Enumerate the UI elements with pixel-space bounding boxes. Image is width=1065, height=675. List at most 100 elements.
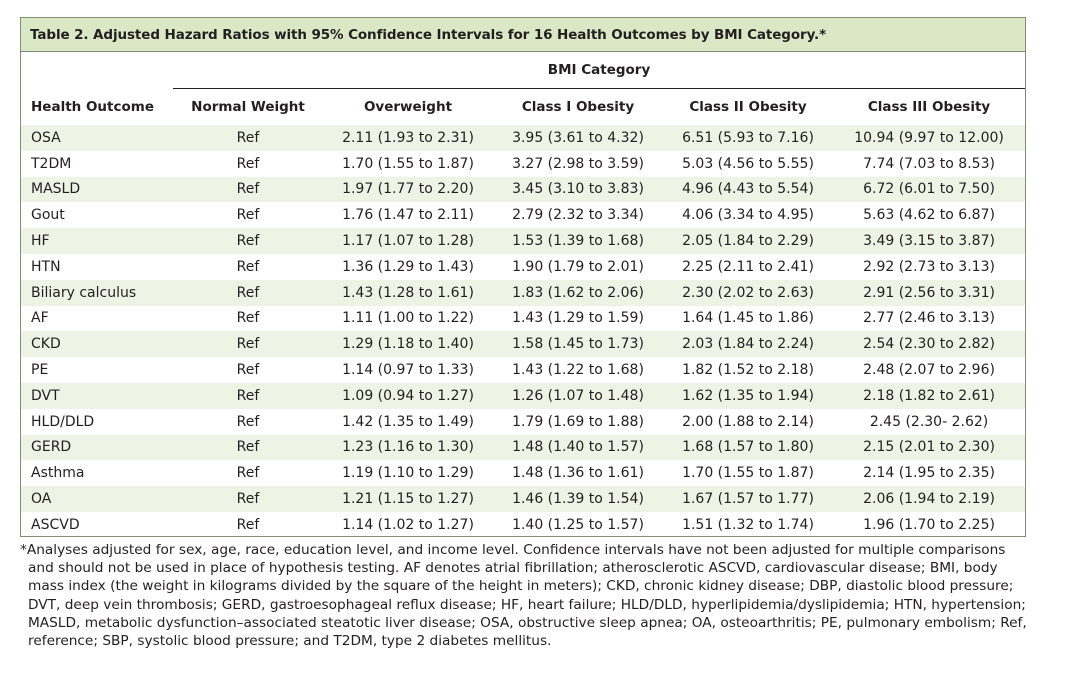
- class-2-obesity-cell: 1.68 (1.57 to 1.80): [682, 439, 814, 456]
- class-1-obesity-cell: 1.83 (1.62 to 2.06): [512, 284, 644, 301]
- overweight-cell: 1.43 (1.28 to 1.61): [342, 284, 474, 301]
- class-1-obesity-cell: 1.40 (1.25 to 1.57): [512, 516, 644, 533]
- outcome-cell: PE: [31, 362, 49, 379]
- overweight-cell: 2.11 (1.93 to 2.31): [342, 129, 474, 146]
- class-3-obesity-cell: 2.18 (1.82 to 2.61): [863, 387, 995, 404]
- column-header-class-3-obesity: Class III Obesity: [867, 99, 991, 115]
- table-footnote: *Analyses adjusted for sex, age, race, e…: [20, 541, 1030, 650]
- class-2-obesity-cell: 2.00 (1.88 to 2.14): [682, 413, 814, 430]
- class-3-obesity-cell: 1.96 (1.70 to 2.25): [863, 516, 995, 533]
- class-1-obesity-cell: 1.26 (1.07 to 1.48): [512, 387, 644, 404]
- table-row: PE Ref 1.14 (0.97 to 1.33) 1.43 (1.22 to 1.…: [21, 357, 1025, 383]
- table-frame: Table 2. Adjusted Hazard Ratios with 95%…: [20, 17, 1026, 537]
- outcome-cell: OSA: [31, 129, 61, 146]
- normal-weight-cell: Ref: [236, 439, 260, 456]
- overweight-cell: 1.76 (1.47 to 2.11): [342, 207, 474, 224]
- class-3-obesity-cell: 10.94 (9.97 to 12.00): [854, 129, 1004, 146]
- normal-weight-cell: Ref: [236, 491, 260, 508]
- class-1-obesity-cell: 1.79 (1.69 to 1.88): [512, 413, 644, 430]
- class-1-obesity-cell: 3.27 (2.98 to 3.59): [512, 155, 644, 172]
- class-1-obesity-cell: 1.48 (1.36 to 1.61): [512, 465, 644, 482]
- overweight-cell: 1.17 (1.07 to 1.28): [342, 233, 474, 250]
- outcome-cell: DVT: [31, 387, 60, 404]
- table-row: ASCVD Ref 1.14 (1.02 to 1.27) 1.40 (1.25 to…: [21, 512, 1025, 538]
- class-2-obesity-cell: 1.51 (1.32 to 1.74): [682, 516, 814, 533]
- class-2-obesity-cell: 1.64 (1.45 to 1.86): [682, 310, 814, 327]
- overweight-cell: 1.23 (1.16 to 1.30): [342, 439, 474, 456]
- footnote-text: *Analyses adjusted for sex, age, race, e…: [20, 542, 1027, 650]
- class-3-obesity-cell: 2.14 (1.95 to 2.35): [863, 465, 995, 482]
- outcome-cell: CKD: [31, 336, 61, 353]
- normal-weight-cell: Ref: [236, 387, 260, 404]
- outcome-cell: ASCVD: [31, 516, 80, 533]
- class-1-obesity-cell: 1.90 (1.79 to 2.01): [512, 258, 644, 275]
- table-row: T2DM Ref 1.70 (1.55 to 1.87) 3.27 (2.98 to …: [21, 151, 1025, 177]
- class-3-obesity-cell: 2.06 (1.94 to 2.19): [863, 491, 995, 508]
- overweight-cell: 1.36 (1.29 to 1.43): [342, 258, 474, 275]
- class-1-obesity-cell: 1.43 (1.29 to 1.59): [512, 310, 644, 327]
- outcome-cell: GERD: [31, 439, 72, 456]
- column-header-overweight: Overweight: [363, 99, 453, 115]
- column-header-normal-weight: Normal Weight: [191, 99, 305, 115]
- outcome-cell: Asthma: [31, 465, 85, 482]
- class-1-obesity-cell: 1.53 (1.39 to 1.68): [512, 233, 644, 250]
- class-3-obesity-cell: 2.48 (2.07 to 2.96): [863, 362, 995, 379]
- normal-weight-cell: Ref: [236, 284, 260, 301]
- table-row: HF Ref 1.17 (1.07 to 1.28) 1.53 (1.39 to 1.…: [21, 228, 1026, 254]
- outcome-cell: MASLD: [31, 181, 81, 198]
- class-3-obesity-cell: 2.77 (2.46 to 3.13): [863, 310, 995, 327]
- normal-weight-cell: Ref: [236, 129, 260, 146]
- table-body: OSA Ref 2.11 (1.93 to 2.31) 3.95 (3.61 to 4…: [21, 125, 1026, 538]
- normal-weight-cell: Ref: [236, 233, 260, 250]
- normal-weight-cell: Ref: [236, 516, 260, 533]
- class-3-obesity-cell: 7.74 (7.03 to 8.53): [863, 155, 995, 172]
- column-header-row: Health Outcome Normal Weight Overweight …: [21, 89, 1025, 126]
- overweight-cell: 1.97 (1.77 to 2.20): [342, 181, 474, 198]
- hazard-ratio-table: BMI Category Health Outcome Normal Weigh…: [21, 52, 1026, 538]
- overweight-cell: 1.21 (1.15 to 1.27): [342, 491, 474, 508]
- outcome-cell: Gout: [31, 207, 65, 224]
- class-3-obesity-cell: 3.49 (3.15 to 3.87): [863, 233, 995, 250]
- table-row: DVT Ref 1.09 (0.94 to 1.27) 1.26 (1.07 to 1…: [21, 382, 1026, 409]
- normal-weight-cell: Ref: [236, 181, 260, 198]
- class-2-obesity-cell: 4.96 (4.43 to 5.54): [682, 181, 814, 198]
- class-3-obesity-cell: 6.72 (6.01 to 7.50): [863, 181, 995, 198]
- normal-weight-cell: Ref: [236, 258, 260, 275]
- outcome-cell: T2DM: [31, 155, 72, 172]
- overweight-cell: 1.42 (1.35 to 1.49): [342, 413, 474, 430]
- overweight-cell: 1.11 (1.00 to 1.22): [342, 310, 474, 327]
- class-1-obesity-cell: 2.79 (2.32 to 3.34): [512, 207, 644, 224]
- class-1-obesity-cell: 1.46 (1.39 to 1.54): [512, 491, 644, 508]
- outcome-cell: Biliary calculus: [31, 284, 137, 301]
- class-2-obesity-cell: 4.06 (3.34 to 4.95): [682, 207, 814, 224]
- overweight-cell: 1.70 (1.55 to 1.87): [342, 155, 474, 172]
- class-1-obesity-cell: 1.43 (1.22 to 1.68): [512, 362, 644, 379]
- class-2-obesity-cell: 2.30 (2.02 to 2.63): [682, 284, 814, 301]
- class-2-obesity-cell: 1.67 (1.57 to 1.77): [682, 491, 814, 508]
- group-header-row: BMI Category: [21, 52, 1026, 89]
- column-header-class-1-obesity: Class I Obesity: [521, 99, 635, 115]
- table-row: HLD/DLD Ref 1.42 (1.35 to 1.49) 1.79 (1.69 …: [21, 409, 1025, 435]
- normal-weight-cell: Ref: [236, 207, 260, 224]
- class-2-obesity-cell: 6.51 (5.93 to 7.16): [682, 129, 814, 146]
- outcome-cell: HF: [31, 233, 50, 250]
- table-row: HTN Ref 1.36 (1.29 to 1.43) 1.90 (1.79 to 2…: [21, 254, 1025, 280]
- class-2-obesity-cell: 1.62 (1.35 to 1.94): [682, 387, 814, 404]
- class-1-obesity-cell: 3.95 (3.61 to 4.32): [512, 129, 644, 146]
- table-row: OA Ref 1.21 (1.15 to 1.27) 1.46 (1.39 to 1.…: [21, 486, 1026, 512]
- overweight-cell: 1.14 (1.02 to 1.27): [342, 516, 474, 533]
- class-2-obesity-cell: 2.05 (1.84 to 2.29): [682, 233, 814, 250]
- normal-weight-cell: Ref: [236, 155, 260, 172]
- class-1-obesity-cell: 1.58 (1.45 to 1.73): [512, 336, 644, 353]
- class-2-obesity-cell: 2.03 (1.84 to 2.24): [682, 336, 814, 353]
- class-3-obesity-cell: 2.92 (2.73 to 3.13): [863, 258, 995, 275]
- class-3-obesity-cell: 2.91 (2.56 to 3.31): [863, 284, 995, 301]
- class-2-obesity-cell: 1.70 (1.55 to 1.87): [682, 465, 814, 482]
- table-row: Biliary calculus Ref 1.43 (1.28 to 1.61) 1.…: [21, 279, 1026, 306]
- table-row: AF Ref 1.11 (1.00 to 1.22) 1.43 (1.29 to 1.…: [21, 306, 1025, 332]
- table-caption: Table 2. Adjusted Hazard Ratios with 95%…: [21, 18, 1025, 52]
- class-3-obesity-cell: 2.15 (2.01 to 2.30): [863, 439, 995, 456]
- class-1-obesity-cell: 1.48 (1.40 to 1.57): [512, 439, 644, 456]
- table-row: CKD Ref 1.29 (1.18 to 1.40) 1.58 (1.45 to 1…: [21, 331, 1026, 358]
- class-2-obesity-cell: 2.25 (2.11 to 2.41): [682, 258, 814, 275]
